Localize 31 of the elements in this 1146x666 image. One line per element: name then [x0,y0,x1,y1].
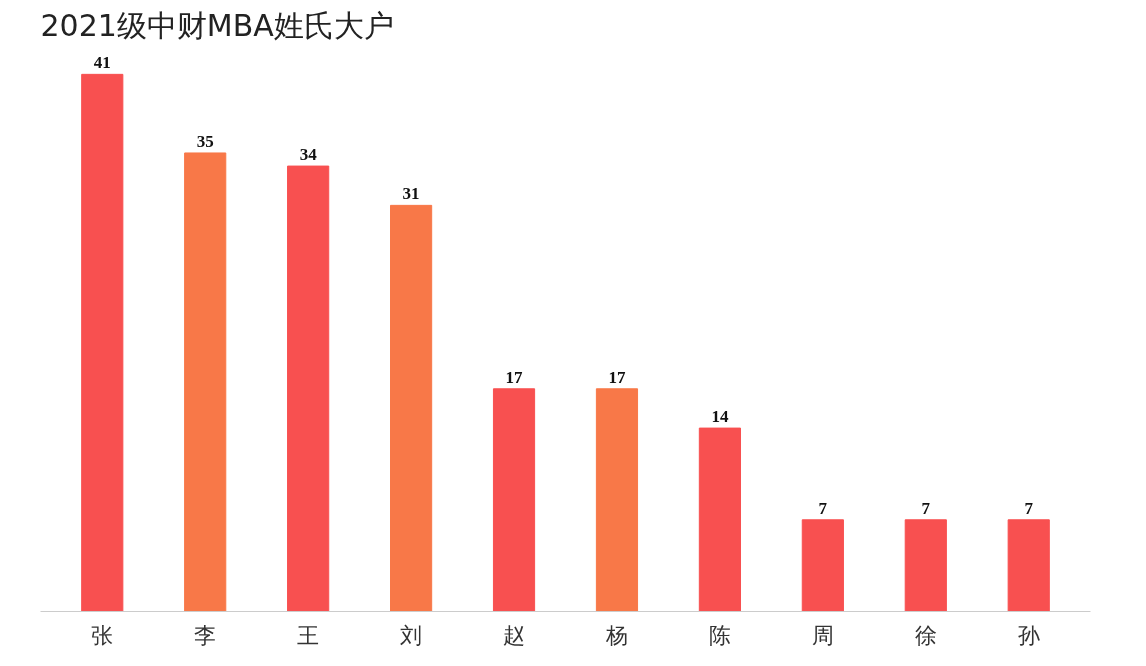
bar [904,519,947,612]
data-label: 34 [299,145,318,165]
data-label: 7 [1024,498,1034,518]
data-label: 17 [608,367,626,387]
x-tick-label: 杨 [604,622,628,648]
data-label: 17 [505,367,524,387]
data-label: 41 [93,53,111,73]
bar [1007,519,1050,612]
x-tick-label: 张 [91,622,114,648]
bar [492,388,536,612]
x-tick-label: 刘 [400,622,423,648]
x-tick-label: 赵 [503,622,526,648]
data-label: 31 [402,184,420,204]
data-label: 35 [196,131,214,151]
x-tick-label: 徐 [914,622,937,648]
bar [184,152,227,612]
data-label: 7 [921,498,931,518]
x-tick-label: 孙 [1017,622,1040,648]
bar [801,519,844,612]
bar [287,165,330,612]
bar [595,388,639,612]
chart-title: 2021级中财MBA姓氏大户 [40,7,394,43]
x-tick-label: 陈 [708,622,731,648]
bar [81,73,124,612]
x-tick-label: 李 [194,622,217,648]
bar [390,204,433,612]
data-label: 14 [711,407,729,427]
bar [698,427,741,612]
x-tick-label: 周 [811,622,834,648]
x-tick-label: 王 [297,622,320,648]
data-label: 7 [818,498,828,518]
